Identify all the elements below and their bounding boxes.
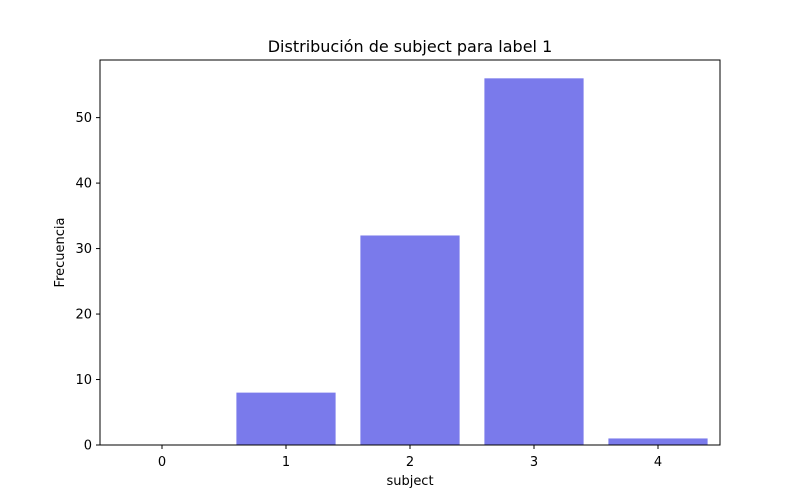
x-tick-label: 2 [406, 455, 414, 470]
bar-subject-4 [608, 438, 708, 445]
y-tick-label: 20 [75, 308, 92, 323]
y-axis-label: Frecuencia [53, 218, 68, 288]
x-tick-label: 4 [654, 455, 662, 470]
y-tick-label: 0 [84, 439, 92, 454]
x-tick-label: 0 [158, 455, 166, 470]
x-tick-label: 3 [530, 455, 538, 470]
x-axis-ticks: 0 1 2 3 4 [158, 445, 662, 470]
plot-frame [99, 59, 721, 446]
y-axis-ticks: 0 10 20 30 40 50 [75, 111, 100, 454]
bar-subject-1 [236, 392, 336, 445]
x-tick-label: 1 [282, 455, 290, 470]
chart-title: Distribución de subject para label 1 [268, 37, 553, 56]
y-tick-label: 40 [75, 177, 92, 192]
y-tick-label: 50 [75, 111, 92, 126]
bar-subject-3 [484, 78, 584, 445]
x-axis-label: subject [386, 474, 433, 489]
bars-layer [236, 78, 708, 445]
y-tick-label: 30 [75, 242, 92, 257]
y-tick-label: 10 [75, 373, 92, 388]
bar-subject-2 [360, 235, 460, 445]
